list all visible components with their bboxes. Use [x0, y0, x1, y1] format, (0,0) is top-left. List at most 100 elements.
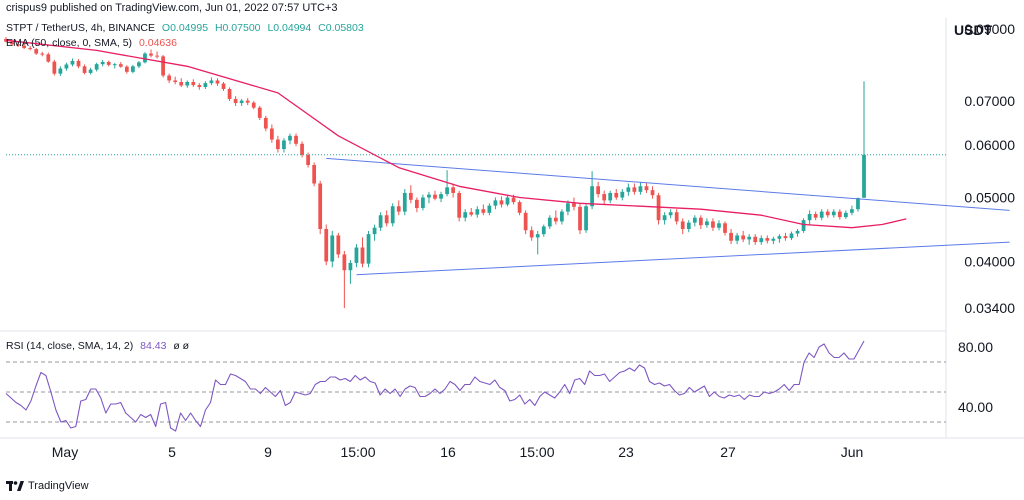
tradingview-brand[interactable]: TradingView: [6, 480, 89, 492]
candle-body: [282, 140, 286, 150]
candle-body: [330, 235, 335, 262]
candle-body: [674, 212, 679, 222]
candle-body: [644, 186, 649, 191]
price-axis[interactable]: 0.09000 0.07000 0.06000 0.05000 0.04000 0.034…: [964, 21, 1015, 316]
tradingview-logo-icon: [6, 481, 24, 491]
candle-body: [717, 223, 721, 228]
candle-body: [547, 217, 552, 227]
candle-body: [844, 212, 848, 218]
candle-body: [511, 197, 516, 203]
time-tick-label: 15:00: [340, 444, 375, 460]
candle-body: [173, 80, 178, 82]
time-tick-label: May: [52, 444, 78, 460]
candle-body: [505, 197, 510, 205]
candle-body: [638, 186, 643, 192]
price-tick-label: 0.06000: [964, 137, 1015, 153]
candle-body: [306, 154, 310, 166]
candle-body: [40, 53, 45, 55]
published-text: crispus9 published on TradingView.com, J…: [6, 2, 338, 14]
rsi-extra: ø ø: [173, 340, 190, 352]
candle-body: [88, 69, 93, 73]
candle-body: [698, 217, 703, 226]
candle-body: [535, 234, 540, 238]
candle-body: [149, 53, 153, 56]
candle-body: [348, 262, 353, 271]
candle-body: [801, 220, 806, 231]
candle-body: [197, 85, 202, 88]
candle-body: [590, 186, 594, 207]
candle-body: [185, 81, 190, 86]
candle-body: [263, 117, 268, 129]
candle-body: [668, 212, 673, 216]
candle-body: [777, 236, 782, 239]
rsi-tick-label: 80.00: [958, 339, 993, 355]
low-value: L0.04994: [267, 22, 312, 34]
candle-body: [421, 197, 425, 209]
candle-body: [402, 192, 407, 212]
candle-body: [560, 211, 564, 222]
candle-body: [100, 62, 105, 65]
candle-body: [227, 88, 232, 99]
candle-body: [191, 81, 196, 86]
candle-body: [221, 83, 226, 89]
candle-body: [475, 209, 480, 215]
time-tick-label: 16: [440, 444, 456, 460]
price-tick-label: 0.03400: [964, 300, 1015, 316]
candle-body: [28, 48, 33, 50]
price-tick-label: 0.05000: [964, 190, 1015, 206]
candle-body: [572, 203, 576, 207]
candle-body: [578, 206, 582, 231]
candle-body: [46, 54, 51, 62]
candle-body: [82, 66, 87, 73]
candle-body: [813, 214, 818, 218]
candle-body: [318, 183, 323, 229]
candle-body: [70, 60, 75, 65]
candle-body: [741, 235, 746, 240]
candle-body: [366, 234, 371, 264]
candle-body: [106, 62, 111, 65]
candle-body: [662, 215, 667, 221]
time-tick-label: 15:00: [519, 444, 554, 460]
overlays: [5, 39, 1010, 276]
candle-body: [143, 53, 147, 63]
time-tick-label: 27: [720, 444, 736, 460]
open-value: O0.04995: [161, 22, 209, 34]
candle-body: [239, 100, 244, 104]
candle-body: [850, 209, 854, 213]
symbol-legend[interactable]: STPT / TetherUS, 4h, BINANCE O0.04995 H0…: [6, 22, 368, 34]
candle-body: [469, 212, 474, 215]
candle-body: [64, 64, 69, 69]
time-tick-label: 5: [168, 444, 176, 460]
ema-label: EMA (50, close, 0, SMA, 5): [6, 37, 133, 49]
candle-body: [632, 187, 637, 192]
candle-body: [439, 194, 443, 199]
rsi-levels: [6, 361, 946, 423]
candle-body: [735, 235, 739, 241]
rsi-series: [5, 340, 865, 432]
candle-body: [680, 221, 685, 229]
candle-body: [336, 235, 341, 255]
candle-body: [288, 135, 292, 141]
candle-body: [831, 211, 836, 216]
close-value: C0.05803: [318, 22, 364, 34]
rsi-value: 84.43: [140, 340, 167, 352]
ema-legend[interactable]: EMA (50, close, 0, SMA, 5) 0.04636: [6, 37, 181, 49]
candle-body: [155, 55, 159, 57]
candle-body: [807, 214, 812, 221]
candle-body: [76, 60, 81, 67]
candle-body: [729, 232, 733, 241]
time-axis[interactable]: May 5 9 15:00 16 15:00 23 27 Jun: [52, 444, 864, 460]
candle-body: [22, 45, 26, 49]
rsi-legend[interactable]: RSI (14, close, SMA, 14, 2) 84.43 ø ø: [6, 340, 193, 352]
candle-body: [269, 128, 274, 140]
candle-body: [34, 49, 39, 54]
candle-body: [167, 75, 172, 81]
price-tick-label: 0.04000: [964, 253, 1015, 269]
candle-body: [692, 217, 697, 223]
candle-body: [825, 211, 830, 216]
candle-body: [58, 68, 63, 74]
rsi-axis[interactable]: 80.00 40.00: [958, 339, 993, 415]
time-tick-label: 23: [618, 444, 634, 460]
